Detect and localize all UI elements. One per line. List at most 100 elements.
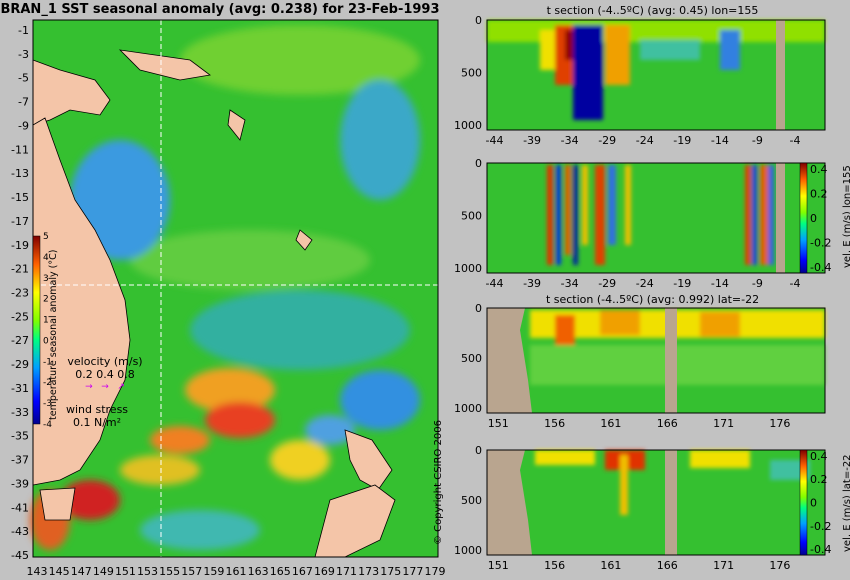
velocity-colorbar-tick: 0 [810, 497, 817, 510]
lat-tick-label: -35 [11, 430, 29, 443]
map-lat-ticks: -1 -3 -5 -7 -9 -11 -13 -15 -17 -19 -21 -23 -25 -27 -29… [11, 24, 29, 562]
section-x-tick-label: -24 [636, 277, 654, 290]
lat-tick-label: -1 [18, 24, 29, 37]
depth-tick-label: 1000 [454, 119, 482, 132]
lat-tick-label: -15 [11, 191, 29, 204]
map-lon-ticks: 143 145 147 149 151 153 155 157 159 161 163 165 167 1… [27, 565, 446, 578]
map-colorbar-label: temperature seasonal anomaly (°C) [48, 249, 59, 420]
panel-2 [486, 162, 826, 274]
section-x-tick-label: -19 [673, 134, 691, 147]
velocity-colorbar-tick: -0.2 [810, 236, 831, 249]
lon-tick-label: 177 [402, 565, 423, 578]
sst-map [30, 19, 439, 558]
lat-tick-label: -43 [11, 525, 29, 538]
depth-tick-label: 500 [461, 352, 482, 365]
panel-4 [486, 449, 826, 556]
copyright-text: © Copyright CSIRO 2006 [433, 420, 444, 545]
depth-tick-label: 0 [475, 157, 482, 170]
lon-tick-label: 171 [336, 565, 357, 578]
velocity-colorbar-tick: -0.4 [810, 543, 831, 556]
lon-tick-label: 157 [181, 565, 202, 578]
lat-tick-label: -7 [18, 96, 29, 109]
lat-tick-label: -31 [11, 382, 29, 395]
lat-tick-label: -39 [11, 477, 29, 490]
section-x-tick-label: -14 [711, 134, 729, 147]
section-x-tick-label: 161 [600, 417, 621, 430]
velocity-colorbar-tick: 0.2 [810, 188, 828, 201]
lon-tick-label: 145 [49, 565, 70, 578]
colorbar-tick-label: 1 [43, 316, 49, 326]
lon-tick-label: 179 [425, 565, 446, 578]
velocity-colorbar-tick: 0.4 [810, 450, 828, 463]
lon-tick-label: 161 [226, 565, 247, 578]
depth-tick-label: 0 [475, 302, 482, 315]
section-x-tick-label: -9 [752, 277, 763, 290]
section-x-tick-label: 151 [488, 417, 509, 430]
section-x-tick-label: 166 [657, 417, 678, 430]
lat-tick-label: -17 [11, 215, 29, 228]
colorbar-tick-label: 4 [43, 253, 49, 263]
lat-tick-label: -9 [18, 119, 29, 132]
lon-tick-label: 163 [248, 565, 269, 578]
colorbar-label-4: vel. E (m/s) lat=-22 [842, 454, 850, 552]
colorbar-tick-label: -2 [43, 378, 52, 388]
velocity-colorbar-tick: 0 [810, 212, 817, 225]
section-x-tick-label: -39 [523, 277, 541, 290]
depth-tick-label: 500 [461, 494, 482, 507]
colorbar-label-2: vel. E (m/s) lon=155 [842, 165, 850, 268]
colorbar-2 [799, 162, 808, 274]
depth-tick-label: 1000 [454, 544, 482, 557]
section-x-tick-label: 176 [769, 559, 790, 572]
depth-tick-label: 0 [475, 14, 482, 27]
velocity-colorbar-tick: 0.4 [810, 163, 828, 176]
lon-tick-label: 167 [292, 565, 313, 578]
section-x-tick-label: 161 [600, 559, 621, 572]
colorbar-tick-label: 3 [43, 274, 49, 284]
colorbar-tick-label: -4 [43, 420, 52, 430]
lat-tick-label: -41 [11, 501, 29, 514]
section-x-tick-label: -29 [598, 277, 616, 290]
section-x-tick-label: 171 [713, 417, 734, 430]
section-x-tick-label: 156 [544, 559, 565, 572]
depth-tick-label: 500 [461, 209, 482, 222]
velocity-colorbar-tick: -0.4 [810, 261, 831, 274]
panel-1 [486, 19, 826, 131]
map-colorbar [32, 235, 41, 425]
lat-tick-label: -25 [11, 310, 29, 323]
wind-value: 0.1 N/m² [72, 416, 122, 429]
section-x-tick-label: -24 [636, 134, 654, 147]
section-x-tick-label: -4 [789, 134, 800, 147]
colorbar-tick-label: 5 [43, 232, 49, 242]
depth-tick-label: 0 [475, 444, 482, 457]
wind-label: wind stress [65, 403, 129, 416]
colorbar-tick-label: -3 [43, 399, 52, 409]
lat-tick-label: -5 [18, 72, 29, 85]
depth-tick-label: 500 [461, 66, 482, 79]
map-colorbar-ticks: 5 4 3 2 1 0 -1 -2 -3 -4 [43, 232, 52, 430]
velocity-colorbar-tick: -0.2 [810, 520, 831, 533]
velocity-values: 0.2 0.4 0.8 [75, 368, 135, 381]
velocity-colorbar-tick: 0.2 [810, 473, 828, 486]
lon-tick-label: 169 [314, 565, 335, 578]
colorbar-tick-label: 2 [43, 295, 49, 305]
lon-tick-label: 151 [115, 565, 136, 578]
wind-key: wind stress 0.1 N/m² [62, 403, 132, 429]
section-x-tick-label: -19 [673, 277, 691, 290]
section-x-tick-label: -4 [789, 277, 800, 290]
section-x-tick-label: -44 [486, 277, 504, 290]
section-x-tick-label: 166 [657, 559, 678, 572]
lat-tick-label: -33 [11, 406, 29, 419]
page-title: BRAN_1 SST seasonal anomaly (avg: 0.238)… [0, 2, 440, 17]
colorbar-tick-label: 0 [43, 336, 49, 346]
section-ticks: 0 500 1000 -44 -39 -34 -29 -24 -19 -14 -9 -4 0 500 100… [454, 14, 831, 572]
lat-tick-label: -13 [11, 167, 29, 180]
lon-tick-label: 149 [93, 565, 114, 578]
lat-tick-label: -11 [11, 143, 29, 156]
section-x-tick-label: -34 [561, 277, 579, 290]
section-x-tick-label: -29 [598, 134, 616, 147]
lat-tick-label: -27 [11, 334, 29, 347]
land [32, 49, 396, 558]
lat-tick-label: -37 [11, 454, 29, 467]
velocity-label: velocity (m/s) [67, 355, 143, 368]
